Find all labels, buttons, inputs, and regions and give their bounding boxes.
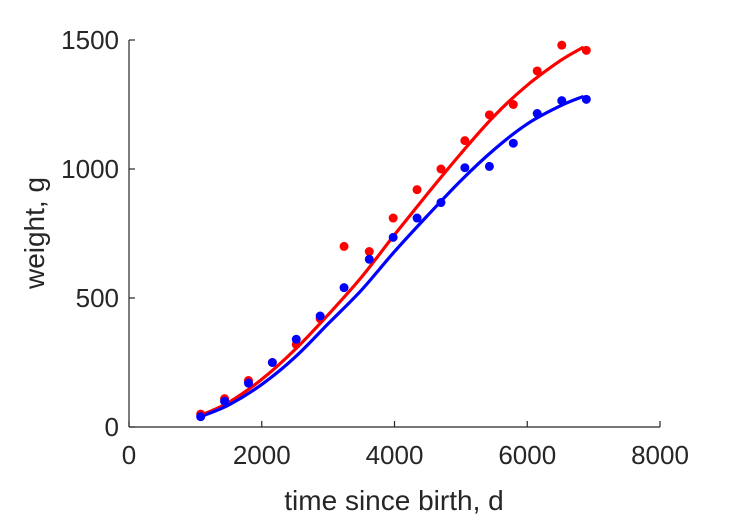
- series-1-data-point: [484, 110, 494, 120]
- y-tick-label: 1000: [61, 154, 119, 184]
- series-2-data-point: [581, 94, 591, 104]
- series-2-data-point: [508, 138, 518, 148]
- series-1-data-point: [364, 247, 374, 257]
- series-1-data-point: [557, 40, 567, 50]
- series-1-fit-line: [199, 46, 584, 417]
- series-2-data-point: [436, 198, 446, 208]
- series-2-data-point: [364, 254, 374, 264]
- y-axis-ticks: 0 500 1000 1500: [61, 25, 135, 442]
- x-tick-label: 8000: [631, 440, 689, 470]
- x-tick-label: 2000: [233, 440, 291, 470]
- x-tick-label: 6000: [498, 440, 556, 470]
- fit-lines: [199, 46, 584, 419]
- x-axis-label: time since birth, d: [284, 485, 503, 516]
- series-2-data-point: [388, 232, 398, 242]
- series-2-data-point: [267, 358, 277, 367]
- series-2-fit-line: [199, 95, 584, 419]
- series-1-data-point: [581, 45, 591, 55]
- series-2-data-point: [412, 213, 422, 223]
- series-1-data-point: [339, 241, 349, 251]
- series-1-data-point: [532, 66, 542, 76]
- series-1-data-point: [460, 136, 470, 146]
- series-2-data-point: [220, 396, 230, 406]
- y-tick-label: 0: [105, 412, 119, 442]
- x-axis-ticks: 0 2000 4000 6000 8000: [122, 421, 689, 470]
- series-1-data-point: [508, 100, 518, 109]
- series-2-data-point: [196, 412, 206, 422]
- series-2-data-point: [484, 161, 494, 171]
- series-2-data-point: [460, 163, 470, 173]
- x-tick-label: 0: [122, 440, 136, 470]
- series-2-data-point: [243, 378, 253, 388]
- data-points: [196, 40, 591, 422]
- series-2-data-point: [339, 283, 349, 293]
- series-2-data-point: [315, 311, 325, 321]
- x-tick-label: 4000: [366, 440, 424, 470]
- y-tick-label: 500: [76, 283, 119, 313]
- y-tick-label: 1500: [61, 25, 119, 55]
- series-2-data-point: [532, 109, 542, 119]
- series-1-data-point: [412, 185, 422, 195]
- series-1-data-point: [388, 213, 398, 223]
- series-2-data-point: [291, 334, 301, 344]
- series-1-data-point: [436, 164, 446, 174]
- series-2-data-point: [557, 96, 567, 106]
- y-axis-label: weight, g: [19, 177, 50, 290]
